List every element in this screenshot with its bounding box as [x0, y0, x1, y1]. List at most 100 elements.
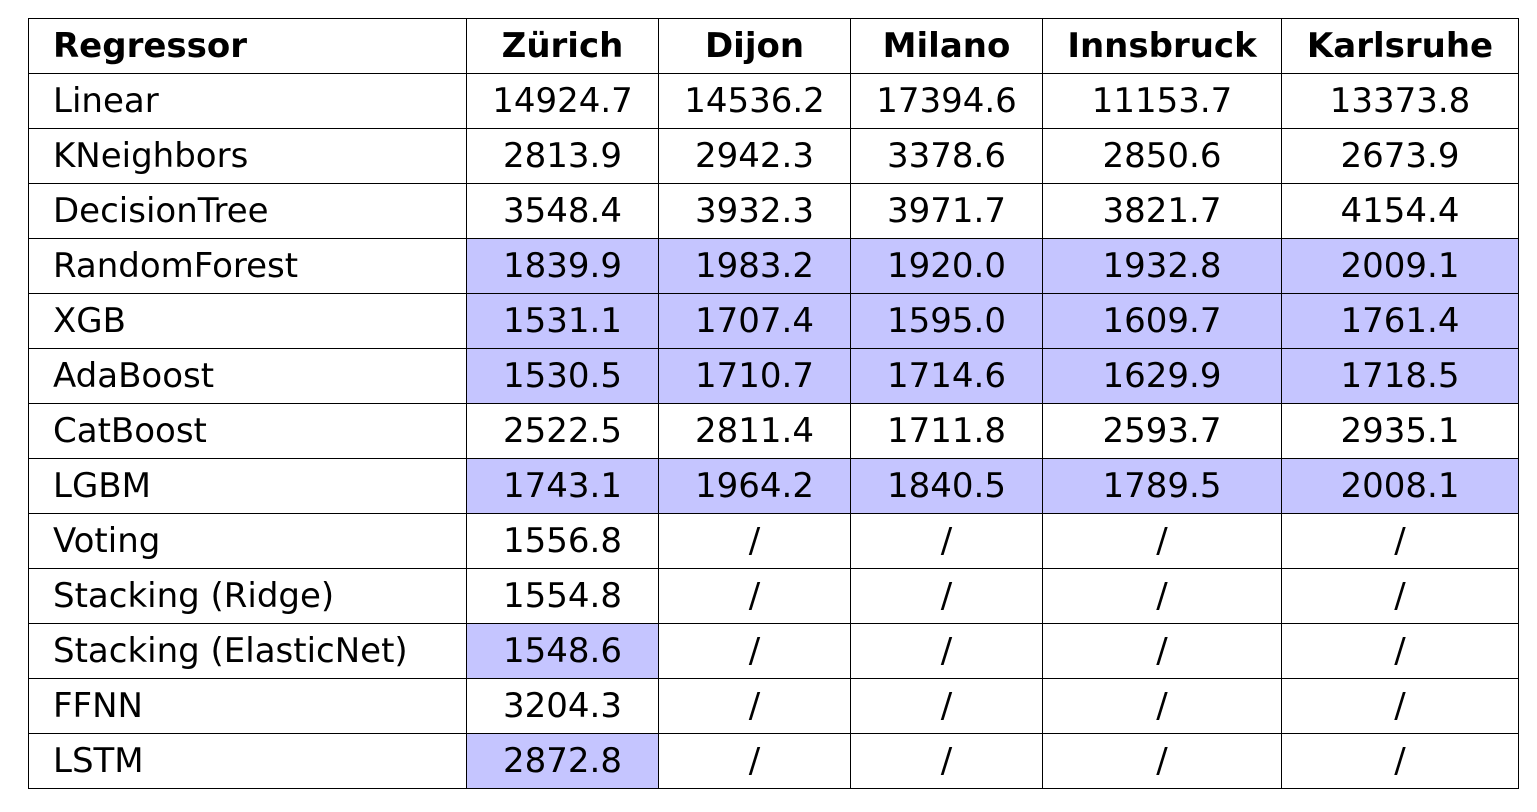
table-row: Linear 14924.7 14536.2 17394.6 11153.7 13373.… — [28, 73, 1519, 129]
value-cell: 3932.3 — [658, 183, 851, 239]
value-cell: 2008.1 — [1281, 458, 1519, 514]
value-cell: 2522.5 — [466, 403, 659, 459]
value-cell: 2935.1 — [1281, 403, 1519, 459]
value-cell: 1743.1 — [466, 458, 659, 514]
table-row: Voting 1556.8// / / — [28, 513, 1519, 569]
header-zurich: Zürich — [466, 18, 659, 74]
table-row: XGB 1531.1 1707.4 1595.0 1609.7 1761.4 — [28, 293, 1519, 349]
value-cell: / — [658, 623, 851, 679]
regressor-name-cell: CatBoost — [28, 403, 467, 459]
regressor-name-cell: LSTM — [28, 733, 467, 789]
value-cell: / — [1281, 678, 1519, 734]
value-cell: 2942.3 — [658, 128, 851, 184]
value-cell: 1609.7 — [1042, 293, 1282, 349]
table-row: Stacking (ElasticNet) 1548.6// / / — [28, 623, 1519, 679]
header-dijon: Dijon — [658, 18, 851, 74]
regressor-name-cell: XGB — [28, 293, 467, 349]
value-cell: / — [658, 568, 851, 624]
value-cell: 13373.8 — [1281, 73, 1519, 129]
value-cell: / — [1042, 623, 1282, 679]
value-cell: / — [850, 623, 1043, 679]
value-cell: 14924.7 — [466, 73, 659, 129]
regressor-name-cell: FFNN — [28, 678, 467, 734]
table-row: CatBoost 2522.5 2811.4 1711.8 2593.7 2935.1 — [28, 403, 1519, 459]
value-cell: 1530.5 — [466, 348, 659, 404]
value-cell: / — [1042, 568, 1282, 624]
value-cell: 1710.7 — [658, 348, 851, 404]
value-cell: 1718.5 — [1281, 348, 1519, 404]
value-cell: / — [658, 678, 851, 734]
value-cell: / — [850, 678, 1043, 734]
value-cell: / — [658, 513, 851, 569]
value-cell: / — [1281, 568, 1519, 624]
value-cell: 3204.3 — [466, 678, 659, 734]
value-cell: 1839.9 — [466, 238, 659, 294]
value-cell: 2673.9 — [1281, 128, 1519, 184]
value-cell: 3378.6 — [850, 128, 1043, 184]
value-cell: 1629.9 — [1042, 348, 1282, 404]
value-cell: 2593.7 — [1042, 403, 1282, 459]
value-cell: 11153.7 — [1042, 73, 1282, 129]
value-cell: 1789.5 — [1042, 458, 1282, 514]
regressor-name-cell: DecisionTree — [28, 183, 467, 239]
value-cell: 17394.6 — [850, 73, 1043, 129]
value-cell: 1531.1 — [466, 293, 659, 349]
table-row: DecisionTree 3548.4 3932.3 3971.7 3821.7 4154… — [28, 183, 1519, 239]
value-cell: / — [1042, 733, 1282, 789]
value-cell: 1932.8 — [1042, 238, 1282, 294]
header-milano: Milano — [850, 18, 1043, 74]
value-cell: / — [1281, 513, 1519, 569]
value-cell: 3548.4 — [466, 183, 659, 239]
value-cell: 1556.8 — [466, 513, 659, 569]
value-cell: / — [1281, 623, 1519, 679]
table-row: AdaBoost 1530.5 1710.7 1714.6 1629.9 1718.5 — [28, 348, 1519, 404]
value-cell: 2811.4 — [658, 403, 851, 459]
value-cell: 1714.6 — [850, 348, 1043, 404]
value-cell: 2872.8 — [466, 733, 659, 789]
table-row: KNeighbors 2813.9 2942.3 3378.6 2850.6 2673.9 — [28, 128, 1519, 184]
value-cell: 1920.0 — [850, 238, 1043, 294]
table-row: Stacking (Ridge) 1554.8// / / — [28, 568, 1519, 624]
results-table: Regressor Zürich Dijon Milano Innsbruck … — [28, 18, 1519, 789]
value-cell: 1707.4 — [658, 293, 851, 349]
table-body: Linear 14924.7 14536.2 17394.6 11153.7 13373.… — [28, 73, 1519, 789]
value-cell: / — [850, 733, 1043, 789]
table-row: RandomForest 1839.9 1983.2 1920.0 1932.8 2009… — [28, 238, 1519, 294]
value-cell: / — [658, 733, 851, 789]
value-cell: 3971.7 — [850, 183, 1043, 239]
value-cell: 14536.2 — [658, 73, 851, 129]
regressor-name-cell: KNeighbors — [28, 128, 467, 184]
value-cell: 4154.4 — [1281, 183, 1519, 239]
value-cell: 2850.6 — [1042, 128, 1282, 184]
value-cell: / — [850, 568, 1043, 624]
value-cell: / — [850, 513, 1043, 569]
regressor-name-cell: RandomForest — [28, 238, 467, 294]
regressor-name-cell: Voting — [28, 513, 467, 569]
header-row: Regressor Zürich Dijon Milano Innsbruck … — [28, 18, 1519, 74]
header-regressor: Regressor — [28, 18, 467, 74]
value-cell: 1761.4 — [1281, 293, 1519, 349]
regressor-name-cell: Stacking (ElasticNet) — [28, 623, 467, 679]
table-row: FFNN 3204.3// / / — [28, 678, 1519, 734]
value-cell: 1983.2 — [658, 238, 851, 294]
regressor-name-cell: Stacking (Ridge) — [28, 568, 467, 624]
value-cell: 1595.0 — [850, 293, 1043, 349]
table-row: LGBM 1743.1 1964.2 1840.5 1789.5 2008.1 — [28, 458, 1519, 514]
regressor-name-cell: Linear — [28, 73, 467, 129]
value-cell: / — [1042, 513, 1282, 569]
value-cell: 1554.8 — [466, 568, 659, 624]
header-karlsruhe: Karlsruhe — [1281, 18, 1519, 74]
table-row: LSTM 2872.8// / / — [28, 733, 1519, 789]
value-cell: 1840.5 — [850, 458, 1043, 514]
regressor-name-cell: LGBM — [28, 458, 467, 514]
value-cell: 3821.7 — [1042, 183, 1282, 239]
value-cell: 2813.9 — [466, 128, 659, 184]
regressor-name-cell: AdaBoost — [28, 348, 467, 404]
value-cell: / — [1281, 733, 1519, 789]
value-cell: 1548.6 — [466, 623, 659, 679]
value-cell: 1964.2 — [658, 458, 851, 514]
value-cell: 1711.8 — [850, 403, 1043, 459]
header-innsbruck: Innsbruck — [1042, 18, 1282, 74]
value-cell: 2009.1 — [1281, 238, 1519, 294]
value-cell: / — [1042, 678, 1282, 734]
